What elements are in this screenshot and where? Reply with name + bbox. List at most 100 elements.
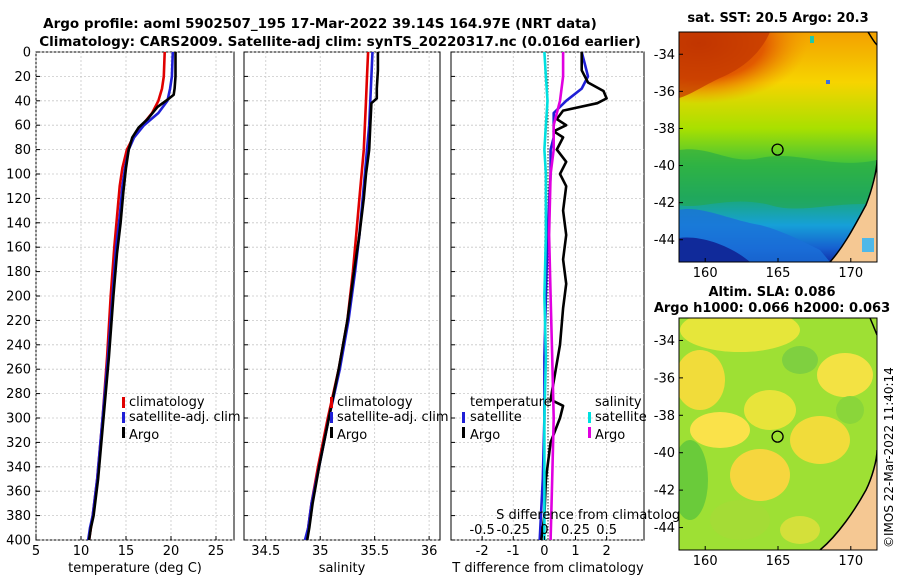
y-tick-label: 400 [6, 534, 31, 549]
y-tick-label: 120 [6, 192, 31, 207]
s-tick-label: -0.5 [469, 523, 494, 538]
map-y-tick-label: -42 [654, 484, 675, 499]
difference-xlabel: T difference from climatology [451, 561, 644, 576]
sla-map-title-line1: Altim. SLA: 0.086 [709, 285, 836, 300]
salinity-ticks: 34.5 35 35.5 36 [244, 51, 438, 559]
x-tick-label: 5 [32, 544, 40, 559]
difference-legend: temperature satellite Argo salinity sate… [462, 395, 647, 443]
legend-t-argo-swatch [462, 427, 465, 438]
s-tick-label: 0 [540, 523, 548, 538]
legend-argo-label: Argo [337, 428, 367, 443]
y-tick-label: 200 [6, 290, 31, 305]
sla-map-image [679, 318, 877, 550]
legend-climatology-label: climatology [337, 395, 413, 410]
sst-argo-location-marker [771, 143, 784, 156]
legend-salinity-title: salinity [595, 395, 642, 410]
map-x-tick-label: 165 [766, 554, 791, 569]
copyright-stamp: ©IMOS 22-Mar-2022 11:40:14 [882, 367, 896, 548]
legend-argo-swatch [122, 427, 125, 438]
y-tick-label: 320 [6, 436, 31, 451]
y-tick-label: 40 [14, 94, 31, 109]
legend-s-satellite-swatch [588, 412, 591, 423]
difference-series [538, 52, 608, 540]
x-tick-label: -2 [476, 544, 489, 559]
x-tick-label: 25 [208, 544, 225, 559]
salinity-legend: climatology satellite-adj. clim Argo [330, 395, 449, 443]
x-tick-label: 35.5 [360, 544, 389, 559]
map-x-tick-label: 165 [766, 266, 791, 281]
map-x-tick-label: 160 [693, 554, 718, 569]
sst-map-title: sat. SST: 20.5 Argo: 20.3 [687, 11, 868, 26]
legend-t-satellite-swatch [462, 412, 465, 423]
temperature-series [86, 52, 177, 540]
series-line-argo [87, 52, 177, 540]
x-tick-label: 36 [421, 544, 438, 559]
legend-s-argo-swatch [588, 427, 591, 438]
y-tick-label: 220 [6, 314, 31, 329]
legend-s-satellite-label: satellite [595, 410, 647, 425]
map-y-tick-label: -42 [654, 196, 675, 211]
series-line-s-argo [547, 52, 565, 540]
y-tick-label: 140 [6, 216, 31, 231]
x-tick-label: -1 [507, 544, 520, 559]
temperature-grid [35, 51, 234, 541]
figure-title-line1: Argo profile: aoml 5902507_195 17-Mar-20… [43, 16, 597, 32]
y-tick-label: 280 [6, 387, 31, 402]
s-tick-label: 0.25 [561, 523, 590, 538]
sla-map-ticks: 160 165 170 -34 -36 -38 -40 -42 -44 [654, 334, 863, 569]
sla-map-title-line2: Argo h1000: 0.066 h2000: 0.063 [654, 301, 890, 316]
series-line-t-argo [540, 52, 608, 540]
x-tick-label: 15 [118, 544, 135, 559]
figure-title-line2: Climatology: CARS2009. Satellite-adj cli… [39, 34, 641, 50]
legend-s-argo-label: Argo [595, 428, 625, 443]
map-y-tick-label: -34 [654, 48, 675, 63]
map-y-tick-label: -44 [654, 521, 675, 536]
salinity-grid [244, 51, 440, 541]
salinity-xlabel: salinity [319, 561, 366, 576]
series-line-s-satellite [543, 52, 549, 540]
temperature-xlabel: temperature (deg C) [68, 561, 202, 576]
legend-climatology-swatch [122, 397, 125, 408]
legend-climatology-label: climatology [129, 395, 205, 410]
s-tick-label: -0.25 [496, 523, 530, 538]
sst-map-panel: sat. SST: 20.5 Argo: 20.3 160 165 170 -34 -3… [654, 11, 878, 281]
s-difference-label: S difference from climatology [496, 508, 688, 523]
y-tick-label: 240 [6, 338, 31, 353]
x-tick-label: 0 [540, 544, 548, 559]
map-y-tick-label: -38 [654, 122, 675, 137]
y-tick-label: 160 [6, 241, 31, 256]
s-tick-label: 0.5 [596, 523, 617, 538]
legend-argo-swatch [330, 427, 333, 438]
map-y-tick-label: -34 [654, 334, 675, 349]
salinity-series [303, 52, 380, 540]
series-line-argo [305, 52, 380, 540]
legend-satellite-label: satellite-adj. clim [129, 410, 241, 425]
map-x-tick-label: 170 [838, 266, 863, 281]
y-tick-label: 360 [6, 485, 31, 500]
y-tick-label: 20 [14, 70, 31, 85]
y-tick-label: 100 [6, 168, 31, 183]
legend-temperature-title: temperature [470, 395, 552, 410]
x-tick-label: 10 [73, 544, 90, 559]
legend-satellite-swatch [122, 412, 125, 423]
y-tick-label: 180 [6, 265, 31, 280]
x-tick-label: 34.5 [251, 544, 280, 559]
legend-satellite-swatch [330, 412, 333, 423]
map-y-tick-label: -40 [654, 159, 675, 174]
legend-t-argo-label: Argo [470, 428, 500, 443]
difference-ticks: -2 -1 0 1 2 [451, 51, 611, 559]
legend-climatology-swatch [330, 397, 333, 408]
sla-map-panel: Altim. SLA: 0.086 Argo h1000: 0.066 h200… [654, 285, 890, 569]
temperature-ticks: 0 20 40 60 80 100 120 140 160 180 200 220 240 260 280 3… [6, 46, 224, 560]
sst-map-ticks: 160 165 170 -34 -36 -38 -40 -42 -44 [654, 48, 863, 281]
map-y-tick-label: -38 [654, 409, 675, 424]
y-tick-label: 300 [6, 412, 31, 427]
map-y-tick-label: -36 [654, 85, 675, 100]
y-tick-label: 340 [6, 460, 31, 475]
legend-argo-label: Argo [129, 428, 159, 443]
map-y-tick-label: -40 [654, 446, 675, 461]
map-y-tick-label: -36 [654, 371, 675, 386]
x-tick-label: 20 [163, 544, 180, 559]
x-tick-label: 2 [603, 544, 611, 559]
temperature-legend: climatology satellite-adj. clim Argo [122, 395, 241, 443]
